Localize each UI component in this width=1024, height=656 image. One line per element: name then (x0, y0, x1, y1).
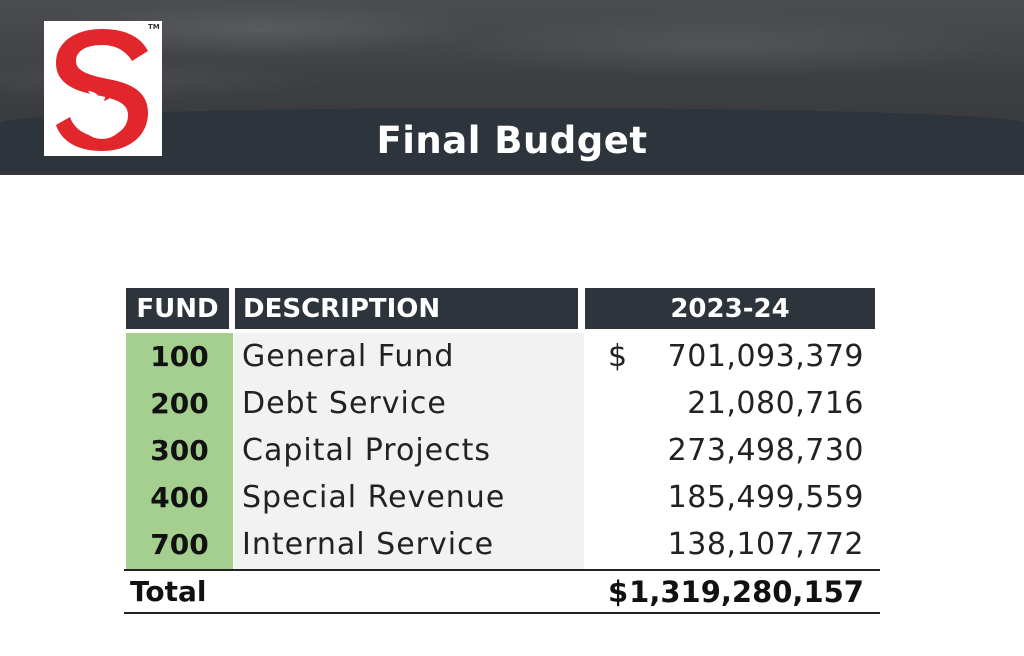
header-fund: FUND (126, 288, 229, 329)
fund-number: 100 (150, 340, 209, 373)
description-column-shading (234, 333, 584, 569)
table-row: 400 Special Revenue 185,499,559 (124, 474, 880, 521)
fund-amount: 138,107,772 (667, 527, 864, 562)
total-label: Total (130, 575, 207, 608)
total-amount: 1,319,280,157 (629, 574, 864, 609)
table-row: 100 General Fund $ 701,093,379 (124, 333, 880, 380)
fund-description: General Fund (242, 339, 455, 374)
fund-description: Debt Service (242, 386, 447, 421)
total-top-rule (124, 569, 880, 571)
apple-s-logo-icon: TM (44, 21, 162, 156)
fund-column-shading (126, 333, 233, 569)
fund-number: 200 (150, 387, 209, 420)
fund-number: 300 (150, 434, 209, 467)
trademark-mark: TM (148, 23, 160, 31)
table-row: 200 Debt Service 21,080,716 (124, 380, 880, 427)
title-band (0, 108, 1024, 172)
table-row: 700 Internal Service 138,107,772 (124, 521, 880, 568)
fund-description: Capital Projects (242, 433, 491, 468)
fund-amount: 273,498,730 (667, 433, 864, 468)
fund-description: Internal Service (242, 527, 495, 562)
header-description: DESCRIPTION (235, 288, 578, 329)
header-year: 2023-24 (585, 288, 875, 329)
total-bottom-rule (124, 612, 880, 614)
table-row: 300 Capital Projects 273,498,730 (124, 427, 880, 474)
fund-description: Special Revenue (242, 480, 506, 515)
fund-amount: 701,093,379 (667, 339, 864, 374)
fund-number: 400 (150, 481, 209, 514)
currency-symbol: $ (608, 339, 628, 374)
fund-amount: 185,499,559 (667, 480, 864, 515)
total-currency-symbol: $ (608, 574, 629, 609)
total-row: Total $ 1,319,280,157 (124, 571, 880, 612)
fund-number: 700 (150, 528, 209, 561)
fund-amount: 21,080,716 (687, 386, 864, 421)
page-title: Final Budget (376, 118, 648, 162)
